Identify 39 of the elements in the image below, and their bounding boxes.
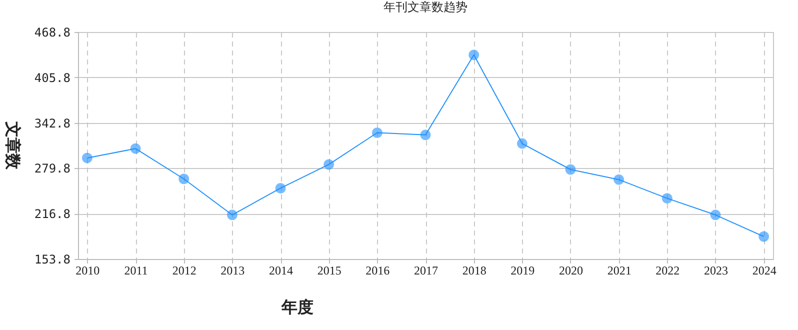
- point: [662, 193, 672, 204]
- x-tick-label: 2020: [558, 264, 583, 278]
- y-tick-label: 342.8: [34, 116, 70, 130]
- x-tick-label: 2016: [366, 264, 390, 278]
- y-tick-label: 468.8: [34, 26, 70, 40]
- point: [468, 50, 480, 60]
- x-tick-label: 2024: [752, 264, 776, 278]
- x-tick-label: 2021: [607, 264, 632, 278]
- x-tick-label: 2010: [76, 264, 100, 278]
- x-tick-label: 2011: [124, 264, 148, 278]
- point: [372, 128, 382, 138]
- point: [565, 164, 576, 175]
- point: [758, 231, 770, 242]
- y-tick-label: 216.8: [34, 207, 70, 222]
- point: [130, 143, 141, 154]
- x-tick-label: 2012: [172, 264, 196, 278]
- x-tick-label: 2019: [510, 264, 535, 278]
- x-tick-label: 2023: [704, 264, 728, 278]
- point: [178, 174, 190, 184]
- x-tick-label: 2014: [269, 264, 294, 278]
- x-tick-label: 2015: [317, 264, 342, 278]
- point: [226, 210, 238, 220]
- x-tick-label: 2013: [220, 264, 245, 278]
- y-tick-label: 279.8: [34, 162, 70, 176]
- x-tick-label: 2022: [656, 264, 680, 278]
- point: [82, 152, 92, 164]
- point: [516, 138, 528, 149]
- point: [614, 174, 624, 185]
- point: [420, 130, 431, 140]
- point: [710, 210, 721, 220]
- y-tick-label: 405.8: [34, 70, 70, 85]
- x-tick-label: 2018: [462, 264, 486, 278]
- point: [324, 159, 334, 170]
- x-tick-label: 2017: [414, 264, 438, 278]
- x-axis-title: 年度: [280, 298, 314, 316]
- y-axis-title: 文章数: [4, 120, 22, 170]
- chart-title: 年刊文章数趋势: [384, 0, 468, 14]
- y-tick-label: 153.8: [34, 252, 70, 266]
- point: [275, 183, 286, 194]
